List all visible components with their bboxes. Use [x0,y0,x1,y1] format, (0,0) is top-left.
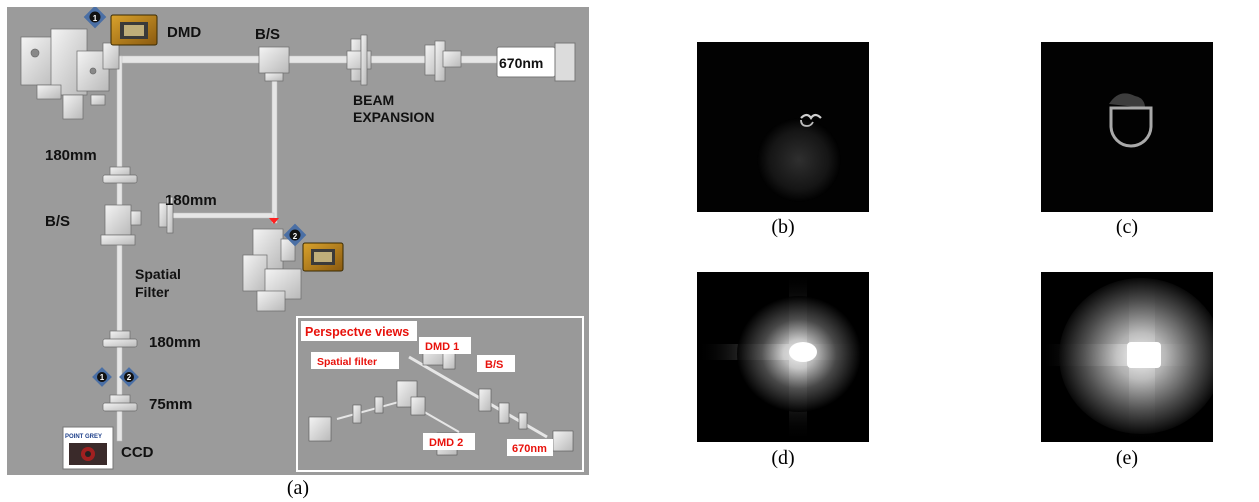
caption-d: (d) [771,447,795,469]
badge-2-text: 2 [293,232,298,241]
panel-c-image [1041,42,1213,212]
dmd2-mount [242,228,302,312]
perspective-inset: Perspectve views DMD 1 Spatial filter B/… [296,316,584,472]
lens-180-bottom-label: 180mm [149,334,201,351]
lens-180-top-label: 180mm [45,147,97,164]
inset-dmd2-label: DMD 2 [429,437,463,449]
badge-1b-icon [92,367,112,387]
caption-a: (a) [286,477,310,499]
optical-setup-diagram: 1 DMD B/S BEAM EXPANSION 670nm 180mm B/S… [7,7,589,475]
optical-rails [116,55,528,442]
lens-180-bottom [102,330,138,348]
ccd-label: CCD [121,444,154,461]
spatial-filter-label-2: Filter [135,284,170,300]
caption-e: (e) [1115,447,1139,469]
inset-laser-label: 670nm [512,443,547,455]
inset-bs-label: B/S [485,359,503,371]
bs-top-mount [258,46,290,82]
badge-1-text: 1 [93,14,98,23]
bs-left-label: B/S [45,213,70,230]
dmd1-mount [20,28,120,120]
lens-180-mid-label: 180mm [165,192,217,209]
caption-b: (b) [771,216,795,238]
bs-left-mount [100,204,142,246]
inset-title: Perspectve views [305,325,409,339]
beam-expansion-label-1: BEAM [353,92,394,108]
lens-75 [102,394,138,412]
laser-label: 670nm [499,55,543,71]
ccd-camera [62,426,114,470]
spatial-filter-label-1: Spatial [135,266,181,282]
dmd2-chip-icon [302,242,344,272]
inset-spatial-filter-label: Spatial filter [317,356,377,368]
bs-top-label: B/S [255,26,280,43]
badge-1-icon [83,7,107,29]
lens-180-mid [158,196,174,234]
beam-expansion-label-2: EXPANSION [353,109,434,125]
inset-dmd1-label: DMD 1 [425,341,459,353]
caption-c: (c) [1115,216,1139,238]
panel-b-image [697,42,869,212]
dmd-label: DMD [167,24,201,41]
panel-e-image [1041,272,1213,442]
laser-source [496,42,576,82]
panel-d-image [697,272,869,442]
badge-2b-icon [119,367,139,387]
badge-2b-text: 2 [127,373,132,382]
lens-75-label: 75mm [149,396,192,413]
beam-arrow-icon [269,218,279,224]
beam-expansion-optics [346,34,462,86]
badge-1b-text: 1 [100,373,105,382]
camera-brand-label: POINT GREY [65,434,102,440]
dmd1-chip-icon [110,14,158,46]
lens-180-top [102,166,138,184]
